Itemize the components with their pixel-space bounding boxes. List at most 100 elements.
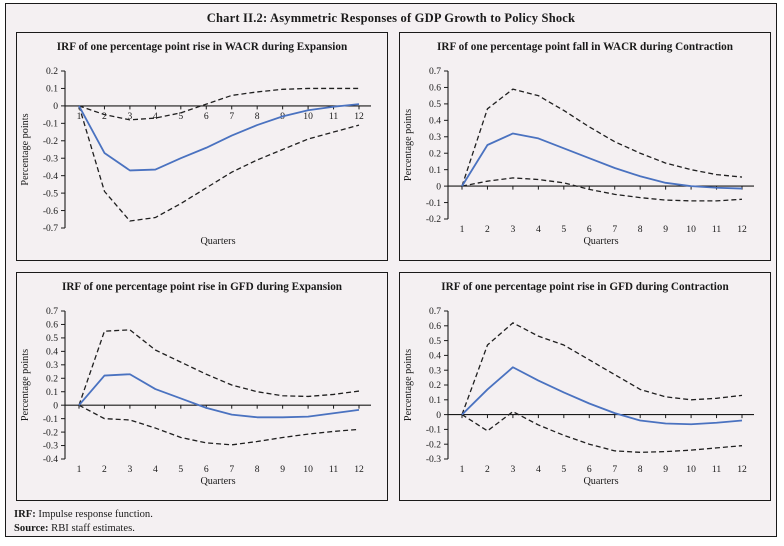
svg-text:4: 4: [153, 111, 158, 122]
svg-text:0.4: 0.4: [429, 351, 441, 362]
svg-text:3: 3: [511, 224, 516, 235]
svg-text:4: 4: [536, 224, 541, 235]
svg-text:0.1: 0.1: [46, 84, 58, 95]
svg-text:Percentage points: Percentage points: [403, 109, 414, 181]
svg-text:-0.3: -0.3: [43, 441, 58, 452]
svg-text:0.5: 0.5: [46, 333, 58, 344]
svg-text:8: 8: [638, 224, 643, 235]
svg-text:3: 3: [128, 464, 133, 475]
footer-note-text: Impulse response function.: [35, 509, 153, 520]
panel-title: IRF of one percentage point rise in GFD …: [441, 281, 729, 293]
svg-text:8: 8: [255, 464, 260, 475]
footer-source-label: Source:: [14, 522, 49, 534]
svg-text:Percentage points: Percentage points: [20, 349, 31, 421]
svg-text:0: 0: [436, 181, 441, 192]
chart-panel-gfd-expansion: IRF of one percentage point rise in GFD …: [16, 272, 388, 501]
svg-text:-0.3: -0.3: [426, 454, 441, 465]
svg-text:7: 7: [612, 464, 617, 475]
svg-text:-0.2: -0.2: [426, 214, 441, 225]
figure-title: Chart II.2: Asymmetric Responses of GDP …: [206, 11, 576, 25]
svg-text:9: 9: [280, 464, 285, 475]
svg-text:7: 7: [229, 464, 234, 475]
svg-text:5: 5: [178, 111, 183, 122]
svg-text:6: 6: [587, 224, 592, 235]
svg-text:-0.2: -0.2: [43, 427, 58, 438]
svg-text:0.7: 0.7: [46, 306, 58, 317]
svg-text:0.1: 0.1: [429, 165, 441, 176]
line-chart-wacr-expansion: 0.20.10-0.1-0.2-0.3-0.4-0.5-0.6-0.71 2 3 4 5…: [20, 66, 371, 247]
svg-text:0.6: 0.6: [429, 83, 441, 94]
svg-text:-0.1: -0.1: [426, 425, 441, 436]
svg-text:1: 1: [460, 224, 465, 235]
svg-text:-0.3: -0.3: [43, 153, 58, 164]
svg-text:12: 12: [354, 111, 364, 122]
svg-text:3: 3: [511, 464, 516, 475]
svg-text:11: 11: [329, 111, 338, 122]
svg-text:12: 12: [354, 464, 364, 475]
svg-text:4: 4: [536, 464, 541, 475]
svg-text:9: 9: [663, 464, 668, 475]
svg-text:6: 6: [204, 464, 209, 475]
svg-text:10: 10: [686, 224, 696, 235]
svg-text:8: 8: [255, 111, 260, 122]
svg-text:Percentage points: Percentage points: [20, 113, 31, 185]
svg-text:0.3: 0.3: [429, 132, 441, 143]
svg-text:9: 9: [663, 224, 668, 235]
svg-text:0.5: 0.5: [429, 336, 441, 347]
svg-text:2: 2: [102, 464, 107, 475]
svg-text:-0.6: -0.6: [43, 206, 58, 217]
svg-text:2: 2: [485, 224, 490, 235]
svg-text:7: 7: [229, 111, 234, 122]
chart-panel-wacr-contraction: IRF of one percentage point fall in WACR…: [399, 32, 771, 261]
svg-text:0: 0: [436, 410, 441, 421]
svg-text:-0.1: -0.1: [43, 119, 58, 130]
footer-note-line: IRF: Impulse response function.: [14, 508, 153, 522]
chart-panel-wacr-expansion: IRF of one percentage point rise in WACR…: [16, 32, 388, 261]
svg-text:0.3: 0.3: [429, 365, 441, 376]
svg-text:-0.4: -0.4: [43, 454, 58, 465]
svg-text:0.2: 0.2: [46, 66, 58, 77]
svg-text:6: 6: [204, 111, 209, 122]
svg-text:Quarters: Quarters: [200, 236, 235, 247]
svg-text:0.2: 0.2: [429, 380, 441, 391]
svg-text:0.5: 0.5: [429, 99, 441, 110]
svg-text:0.1: 0.1: [46, 387, 58, 398]
panel-title: IRF of one percentage point rise in GFD …: [61, 281, 343, 293]
svg-text:1: 1: [77, 464, 82, 475]
chart-figure: Chart II.2: Asymmetric Responses of GDP …: [5, 3, 777, 537]
chart-panel-gfd-contraction: IRF of one percentage point rise in GFD …: [399, 272, 771, 501]
svg-text:11: 11: [329, 464, 338, 475]
svg-text:4: 4: [153, 464, 158, 475]
svg-text:1: 1: [77, 111, 82, 122]
svg-text:0.2: 0.2: [46, 373, 58, 384]
svg-text:6: 6: [587, 464, 592, 475]
svg-text:5: 5: [561, 224, 566, 235]
svg-text:0.2: 0.2: [429, 148, 441, 159]
svg-text:Quarters: Quarters: [583, 476, 618, 487]
svg-text:7: 7: [612, 224, 617, 235]
line-chart-gfd-contraction: 0.70.60.50.40.30.20.10-0.1-0.2-0.31 2 3 4 5 6…: [403, 306, 754, 487]
svg-text:3: 3: [128, 111, 133, 122]
svg-text:-0.5: -0.5: [43, 188, 58, 199]
svg-text:-0.2: -0.2: [426, 439, 441, 450]
svg-text:11: 11: [712, 464, 721, 475]
line-chart-wacr-contraction: 0.70.60.50.40.30.20.10-0.1-0.21 2 3 4 5 6 7 8 9 1…: [403, 66, 754, 247]
svg-text:10: 10: [686, 464, 696, 475]
svg-text:0: 0: [53, 101, 58, 112]
footer-source-line: Source: RBI staff estimates.: [14, 522, 153, 536]
panel-title: IRF of one percentage point fall in WACR…: [437, 41, 733, 53]
svg-text:0.7: 0.7: [429, 66, 441, 77]
svg-text:10: 10: [303, 111, 313, 122]
charts-grid: IRF of one percentage point rise in WACR…: [16, 32, 771, 501]
figure-footer: IRF: Impulse response function. Source: …: [14, 508, 153, 535]
svg-text:11: 11: [712, 224, 721, 235]
svg-text:2: 2: [485, 464, 490, 475]
svg-text:0.3: 0.3: [46, 360, 58, 371]
svg-text:-0.1: -0.1: [426, 198, 441, 209]
svg-text:1: 1: [460, 464, 465, 475]
svg-text:-0.7: -0.7: [43, 223, 58, 234]
svg-text:5: 5: [178, 464, 183, 475]
panel-title: IRF of one percentage point rise in WACR…: [56, 41, 348, 53]
line-chart-gfd-expansion: 0.70.60.50.40.30.20.10-0.1-0.2-0.3-0.41 2…: [20, 306, 371, 487]
svg-text:Quarters: Quarters: [200, 476, 235, 487]
